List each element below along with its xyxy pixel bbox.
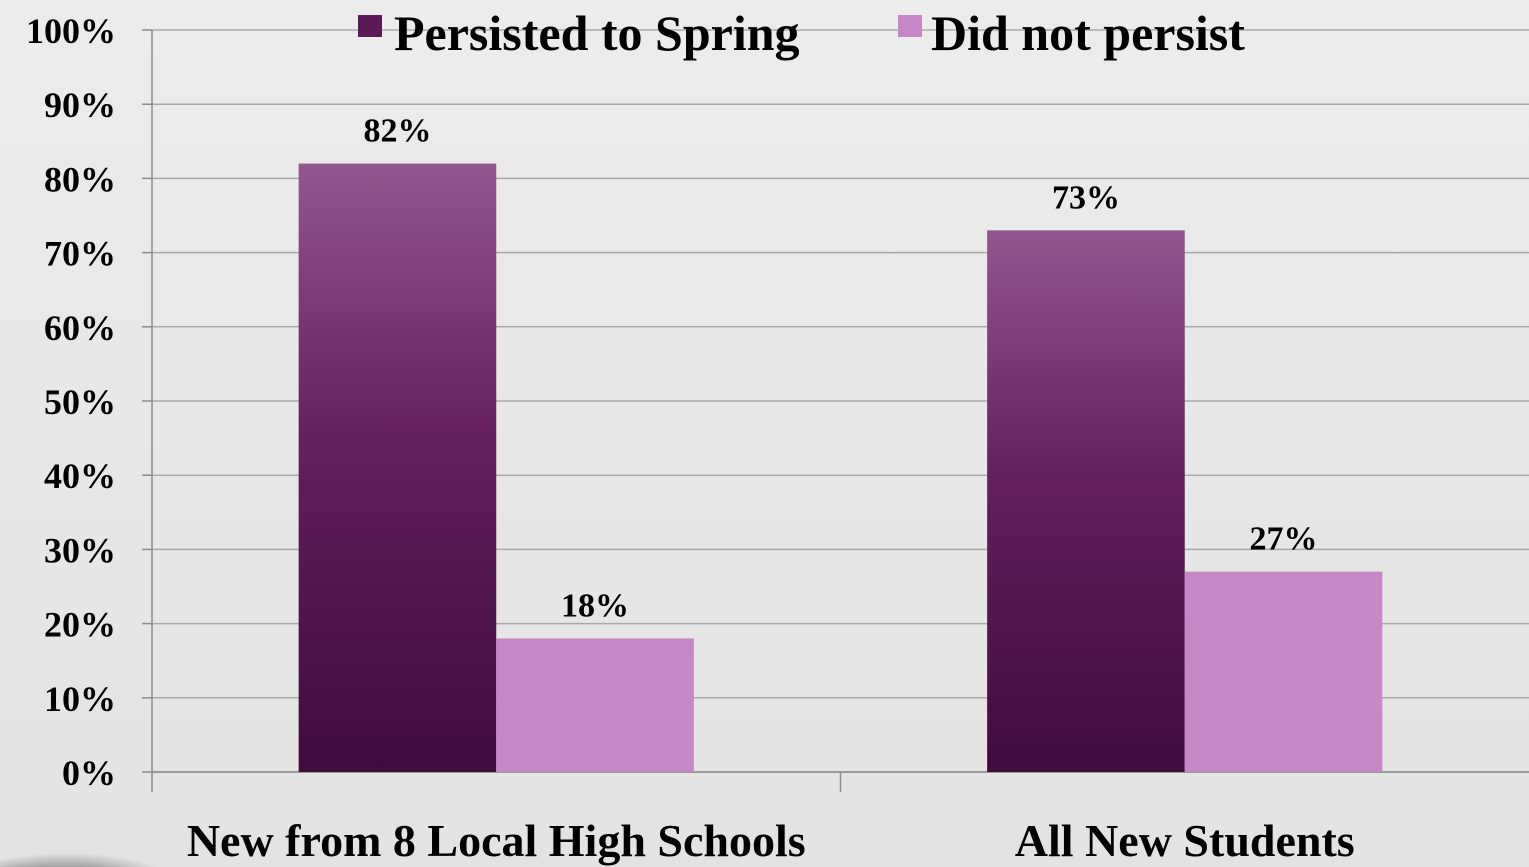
y-axis-tick-label: 80% (44, 159, 116, 199)
y-axis-tick-label: 60% (44, 308, 116, 348)
data-label: 82% (363, 113, 431, 150)
y-axis-tick-label: 100% (26, 11, 116, 51)
x-axis-category-label: New from 8 Local High Schools (187, 815, 806, 866)
x-axis-category-label: All New Students (1015, 815, 1355, 866)
legend-label: Persisted to Spring (394, 5, 800, 61)
y-axis-tick-label: 70% (44, 234, 116, 274)
data-label: 73% (1052, 179, 1120, 216)
legend-swatch-persisted (358, 15, 382, 37)
y-axis-tick-label: 20% (44, 605, 116, 645)
y-axis-tick-label: 40% (44, 456, 116, 496)
y-axis-tick-label: 10% (44, 679, 116, 719)
bar-persisted (987, 230, 1185, 773)
legend: Persisted to Spring Did not persist (358, 5, 1245, 61)
legend-label: Did not persist (931, 5, 1245, 61)
y-axis-tick-labels: 0% 10% 20% 30% 40% 50% 60% 70% 80% 90% 100% (26, 11, 116, 793)
data-label: 27% (1250, 521, 1318, 558)
bars (298, 163, 1383, 773)
y-axis-tick-label: 0% (62, 753, 116, 793)
data-label: 18% (561, 587, 629, 624)
legend-swatch-did-not-persist (898, 15, 922, 37)
bar-did-not-persist (1184, 571, 1383, 772)
x-axis-category-labels: New from 8 Local High Schools All New Stu… (187, 815, 1355, 866)
data-labels: 82% 18% 73% 27% (363, 113, 1317, 625)
y-axis-tick-label: 50% (44, 382, 116, 422)
y-axis-tick-label: 90% (44, 85, 116, 125)
bar-did-not-persist (496, 638, 694, 772)
y-axis-tick-label: 30% (44, 530, 116, 570)
bar-persisted (298, 163, 497, 772)
